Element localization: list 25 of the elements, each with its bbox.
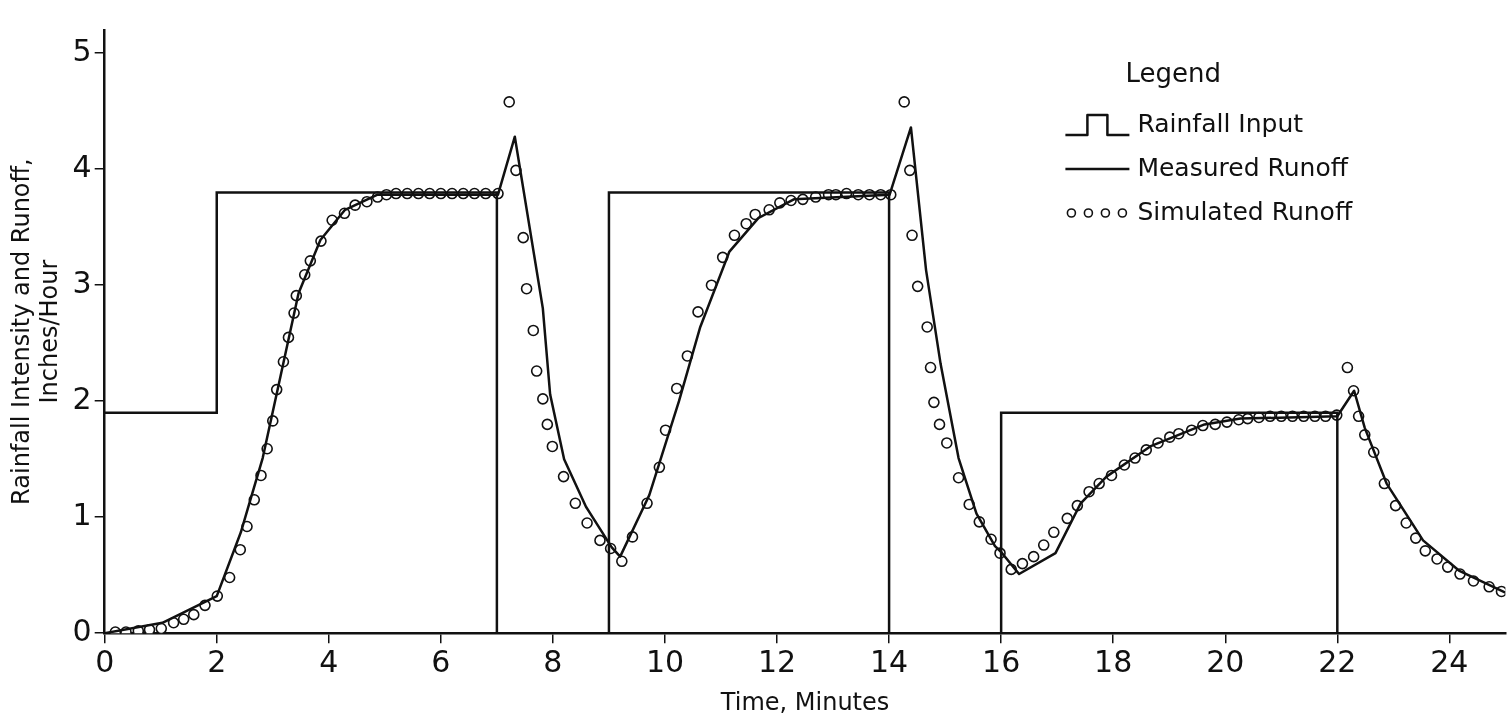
y-tick-label: 0 (72, 613, 92, 648)
x-tick-label: 10 (645, 644, 685, 679)
legend-label: Measured Runoff (1137, 152, 1349, 182)
y-tick-label: 3 (72, 265, 92, 300)
x-tick-label: 0 (95, 644, 115, 679)
x-tick-label: 24 (1430, 644, 1469, 679)
x-tick-label: 14 (869, 644, 909, 679)
x-tick-label: 12 (757, 644, 797, 679)
x-axis-title: Time, Minutes (719, 687, 890, 716)
y-tick-label: 1 (72, 497, 92, 532)
x-tick-label: 16 (982, 644, 1021, 679)
x-tick-label: 20 (1206, 644, 1245, 679)
x-tick-label: 8 (543, 644, 563, 679)
x-tick-label: 2 (207, 644, 227, 679)
x-tick-label: 18 (1094, 644, 1133, 679)
x-tick-label: 4 (319, 644, 339, 679)
x-tick-label: 22 (1318, 644, 1357, 679)
legend-title: Legend (1125, 57, 1221, 88)
legend-label: Simulated Runoff (1137, 196, 1353, 226)
x-tick-label: 6 (431, 644, 451, 679)
y-tick-label: 4 (72, 149, 92, 184)
legend-label: Rainfall Input (1137, 108, 1304, 138)
y-tick-label: 5 (72, 33, 92, 68)
y-axis-title: Rainfall Intensity and Runoff, Inches/Hour (6, 158, 64, 505)
y-tick-label: 2 (72, 381, 92, 416)
